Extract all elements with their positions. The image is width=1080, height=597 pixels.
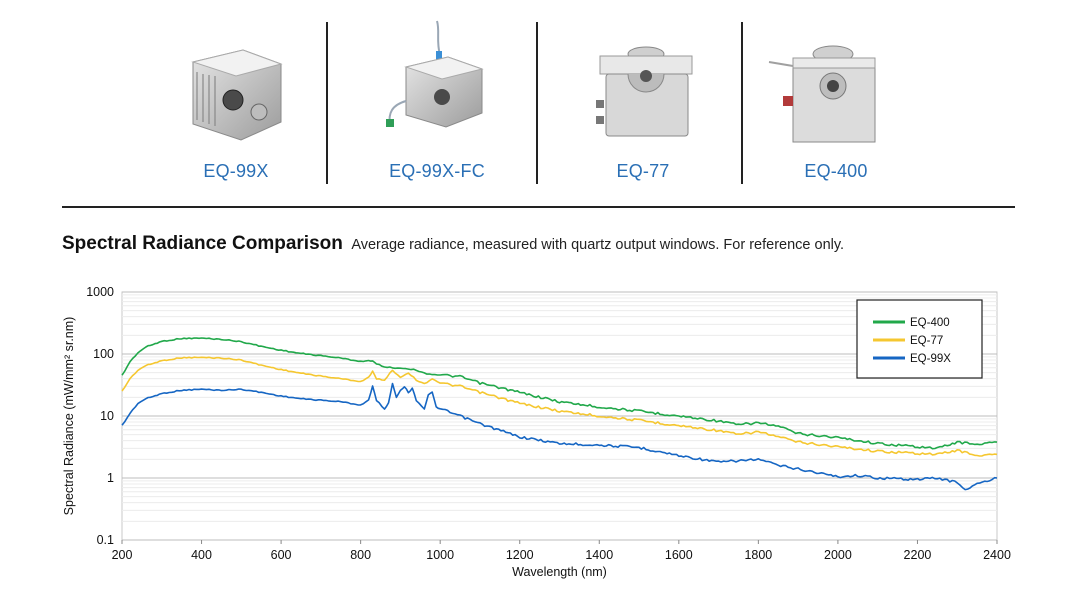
section-divider xyxy=(62,206,1015,208)
legend-label: EQ-77 xyxy=(910,335,943,347)
y-tick-label: 10 xyxy=(100,409,114,423)
x-tick-label: 1800 xyxy=(744,548,772,562)
legend-label: EQ-99X xyxy=(910,353,951,365)
divider xyxy=(741,22,743,184)
y-tick-label: 1 xyxy=(107,471,114,485)
product-strip: EQ-99X EQ-99X-FC EQ-77 xyxy=(0,0,1080,200)
product-eq-400[interactable]: EQ-400 xyxy=(746,0,926,200)
product-eq-77[interactable]: EQ-77 xyxy=(553,0,733,200)
product-eq-99x-fc[interactable]: EQ-99X-FC xyxy=(347,0,527,200)
x-tick-label: 2200 xyxy=(904,548,932,562)
y-tick-label: 1000 xyxy=(86,285,114,299)
series-line-eq-99x xyxy=(121,382,998,491)
product-label: EQ-99X xyxy=(203,161,269,181)
legend-label: EQ-400 xyxy=(910,317,950,329)
y-axis-label: Spectral Radiance (mW/mm² sr.nm) xyxy=(62,317,76,516)
x-tick-label: 1600 xyxy=(665,548,693,562)
eq-77-photo xyxy=(596,46,693,137)
x-axis-label: Wavelength (nm) xyxy=(512,565,607,579)
divider xyxy=(326,22,328,184)
eq-400-photo xyxy=(768,45,876,143)
x-tick-label: 1000 xyxy=(426,548,454,562)
x-tick-label: 2000 xyxy=(824,548,852,562)
x-tick-label: 200 xyxy=(112,548,133,562)
x-tick-label: 1200 xyxy=(506,548,534,562)
chart-title: Spectral Radiance Comparison xyxy=(62,233,343,254)
chart-heading: Spectral Radiance Comparison Average rad… xyxy=(62,233,844,255)
series-line-eq-400 xyxy=(121,337,998,450)
y-tick-label: 0.1 xyxy=(97,533,114,547)
spectral-radiance-chart: 0.1 1 10 100 1000 200 400 600 800 1000 1200 1400 160… xyxy=(62,285,1011,579)
legend: EQ-400 EQ-77 EQ-99X xyxy=(856,299,983,379)
product-eq-99x[interactable]: EQ-99X xyxy=(146,0,326,200)
y-tick-label: 100 xyxy=(93,347,114,361)
chart-subtitle: Average radiance, measured with quartz o… xyxy=(351,237,845,253)
series-line-eq-77 xyxy=(121,356,998,457)
product-label: EQ-400 xyxy=(804,161,868,181)
x-tick-label: 1400 xyxy=(585,548,613,562)
x-tick-label: 400 xyxy=(191,548,212,562)
eq-99x-fc-photo xyxy=(386,20,484,128)
x-tick-label: 2400 xyxy=(983,548,1011,562)
divider xyxy=(536,22,538,184)
x-tick-label: 800 xyxy=(350,548,371,562)
eq-99x-photo xyxy=(191,49,283,141)
x-tick-label: 600 xyxy=(271,548,292,562)
product-label: EQ-77 xyxy=(616,161,670,181)
product-label: EQ-99X-FC xyxy=(389,161,485,181)
